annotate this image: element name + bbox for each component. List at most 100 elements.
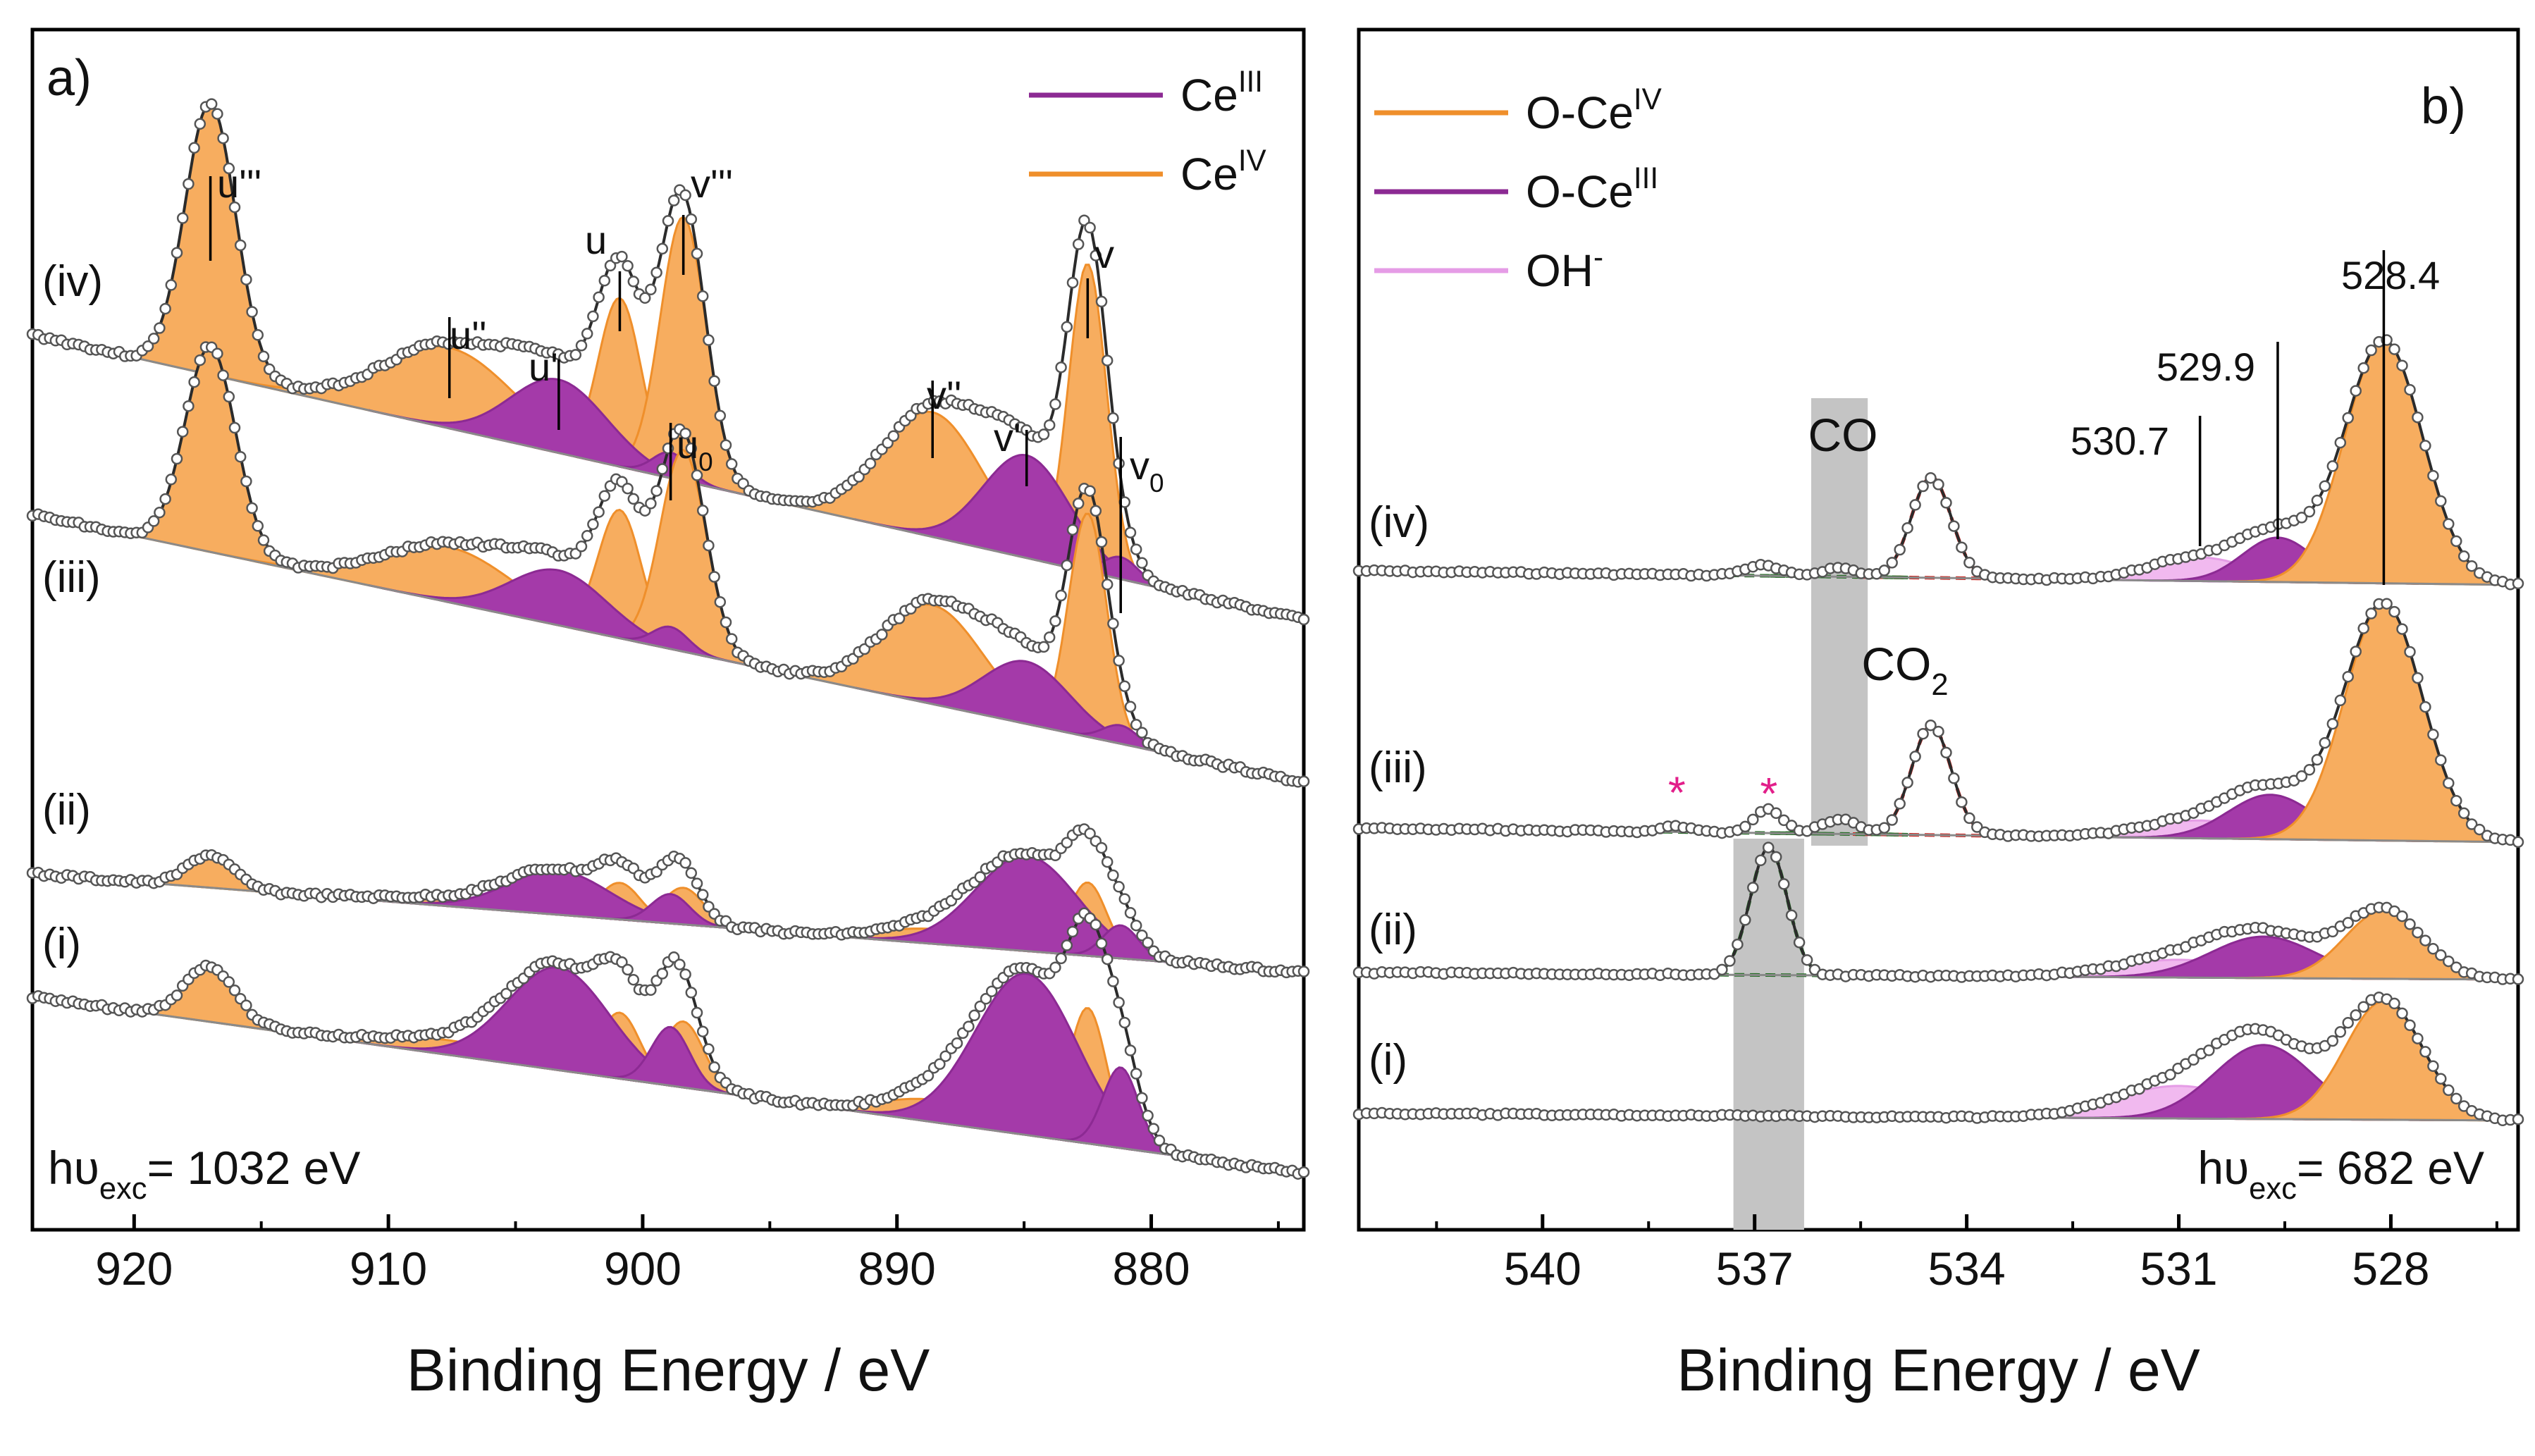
- data-point: [1777, 878, 1790, 890]
- data-point: [1113, 655, 1125, 667]
- data-point: [1755, 854, 1767, 867]
- data-point: [1107, 869, 1119, 882]
- peak-label: u0: [677, 422, 713, 476]
- data-point: [188, 376, 200, 388]
- data-point: [2326, 1035, 2339, 1047]
- series-label-ii: (ii): [42, 786, 91, 834]
- data-point: [703, 334, 715, 346]
- data-point: [188, 142, 200, 154]
- data-point: [2319, 480, 2331, 492]
- peak-label: 528.4: [2341, 253, 2440, 297]
- data-point: [974, 871, 987, 883]
- data-point: [708, 1061, 720, 1073]
- data-point: [2465, 818, 2478, 830]
- data-point: [685, 867, 698, 880]
- data-point: [1090, 505, 1102, 517]
- data-point: [1901, 777, 1913, 789]
- data-point: [2295, 770, 2308, 782]
- data-point: [1113, 881, 1125, 893]
- data-point: [2311, 753, 2324, 766]
- data-point: [1940, 497, 1952, 509]
- data-point: [1932, 479, 1944, 491]
- data-point: [257, 350, 270, 363]
- data-point: [1118, 1016, 1131, 1029]
- data-point: [2419, 934, 2431, 946]
- data-point: [679, 189, 691, 202]
- data-point: [2326, 925, 2339, 938]
- data-point: [587, 310, 599, 323]
- x-tick-label-910: 910: [350, 1242, 427, 1295]
- data-point: [575, 340, 588, 352]
- series-label-iv: (iv): [1369, 498, 1429, 547]
- data-point: [2350, 1009, 2362, 1021]
- data-point: [2357, 362, 2369, 374]
- data-point: [1142, 937, 1154, 949]
- data-point: [240, 475, 252, 488]
- data-point: [2342, 1017, 2354, 1029]
- data-point: [650, 485, 662, 497]
- data-point: [240, 999, 252, 1011]
- data-point: [1732, 938, 1744, 951]
- data-point: [159, 302, 171, 315]
- data-point: [627, 973, 640, 986]
- data-point: [2334, 436, 2347, 449]
- data-point: [656, 242, 669, 255]
- data-point: [2334, 694, 2347, 707]
- data-point: [1101, 579, 1114, 591]
- data-point: [176, 212, 189, 224]
- data-point: [974, 1000, 987, 1013]
- data-point: [2450, 794, 2462, 807]
- data-point: [1716, 963, 1728, 976]
- data-point: [1084, 221, 1096, 234]
- data-point: [1090, 918, 1102, 931]
- data-point: [1130, 543, 1142, 555]
- data-point: [1297, 1166, 1310, 1178]
- data-point: [2334, 1026, 2347, 1038]
- data-point: [252, 329, 264, 341]
- legend-label: CeIII: [1180, 65, 1263, 121]
- data-point: [165, 474, 178, 486]
- data-point: [569, 548, 582, 560]
- data-point: [228, 421, 241, 434]
- legend-label: OH-: [1526, 240, 1603, 296]
- data-point: [1043, 419, 1056, 431]
- data-point: [934, 1058, 946, 1071]
- data-point: [667, 195, 680, 206]
- data-point: [252, 520, 264, 532]
- peak-label: u: [585, 218, 607, 262]
- x-tick-label-890: 890: [858, 1242, 936, 1295]
- background-line-ii: [32, 872, 1304, 974]
- data-point: [569, 349, 582, 361]
- data-point: [968, 1009, 980, 1022]
- data-point: [667, 951, 680, 963]
- data-point: [616, 250, 628, 263]
- data-point: [1124, 1044, 1137, 1056]
- data-point: [963, 1020, 975, 1032]
- panel-letter: b): [2421, 78, 2466, 135]
- data-point: [2450, 1092, 2462, 1105]
- data-point: [2473, 823, 2486, 836]
- data-point: [1101, 856, 1114, 868]
- data-point: [714, 596, 727, 608]
- data-point: [1124, 701, 1137, 713]
- data-point: [1925, 471, 1937, 484]
- data-point: [1147, 1123, 1160, 1135]
- data-point: [575, 541, 588, 553]
- data-point: [1940, 746, 1952, 759]
- data-point: [1901, 522, 1913, 534]
- data-point: [1066, 524, 1079, 536]
- data-point: [2404, 918, 2416, 930]
- data-point: [1130, 919, 1142, 932]
- data-point: [2435, 754, 2447, 766]
- data-point: [1136, 557, 1148, 569]
- data-point: [1948, 772, 1960, 784]
- data-point: [159, 493, 171, 505]
- data-point: [691, 469, 703, 481]
- data-point: [2342, 412, 2354, 424]
- data-point: [691, 877, 703, 889]
- data-point: [1886, 814, 1898, 826]
- background-line-i: [32, 996, 1304, 1175]
- series-label-i: (i): [42, 920, 81, 968]
- data-point: [1956, 541, 1968, 553]
